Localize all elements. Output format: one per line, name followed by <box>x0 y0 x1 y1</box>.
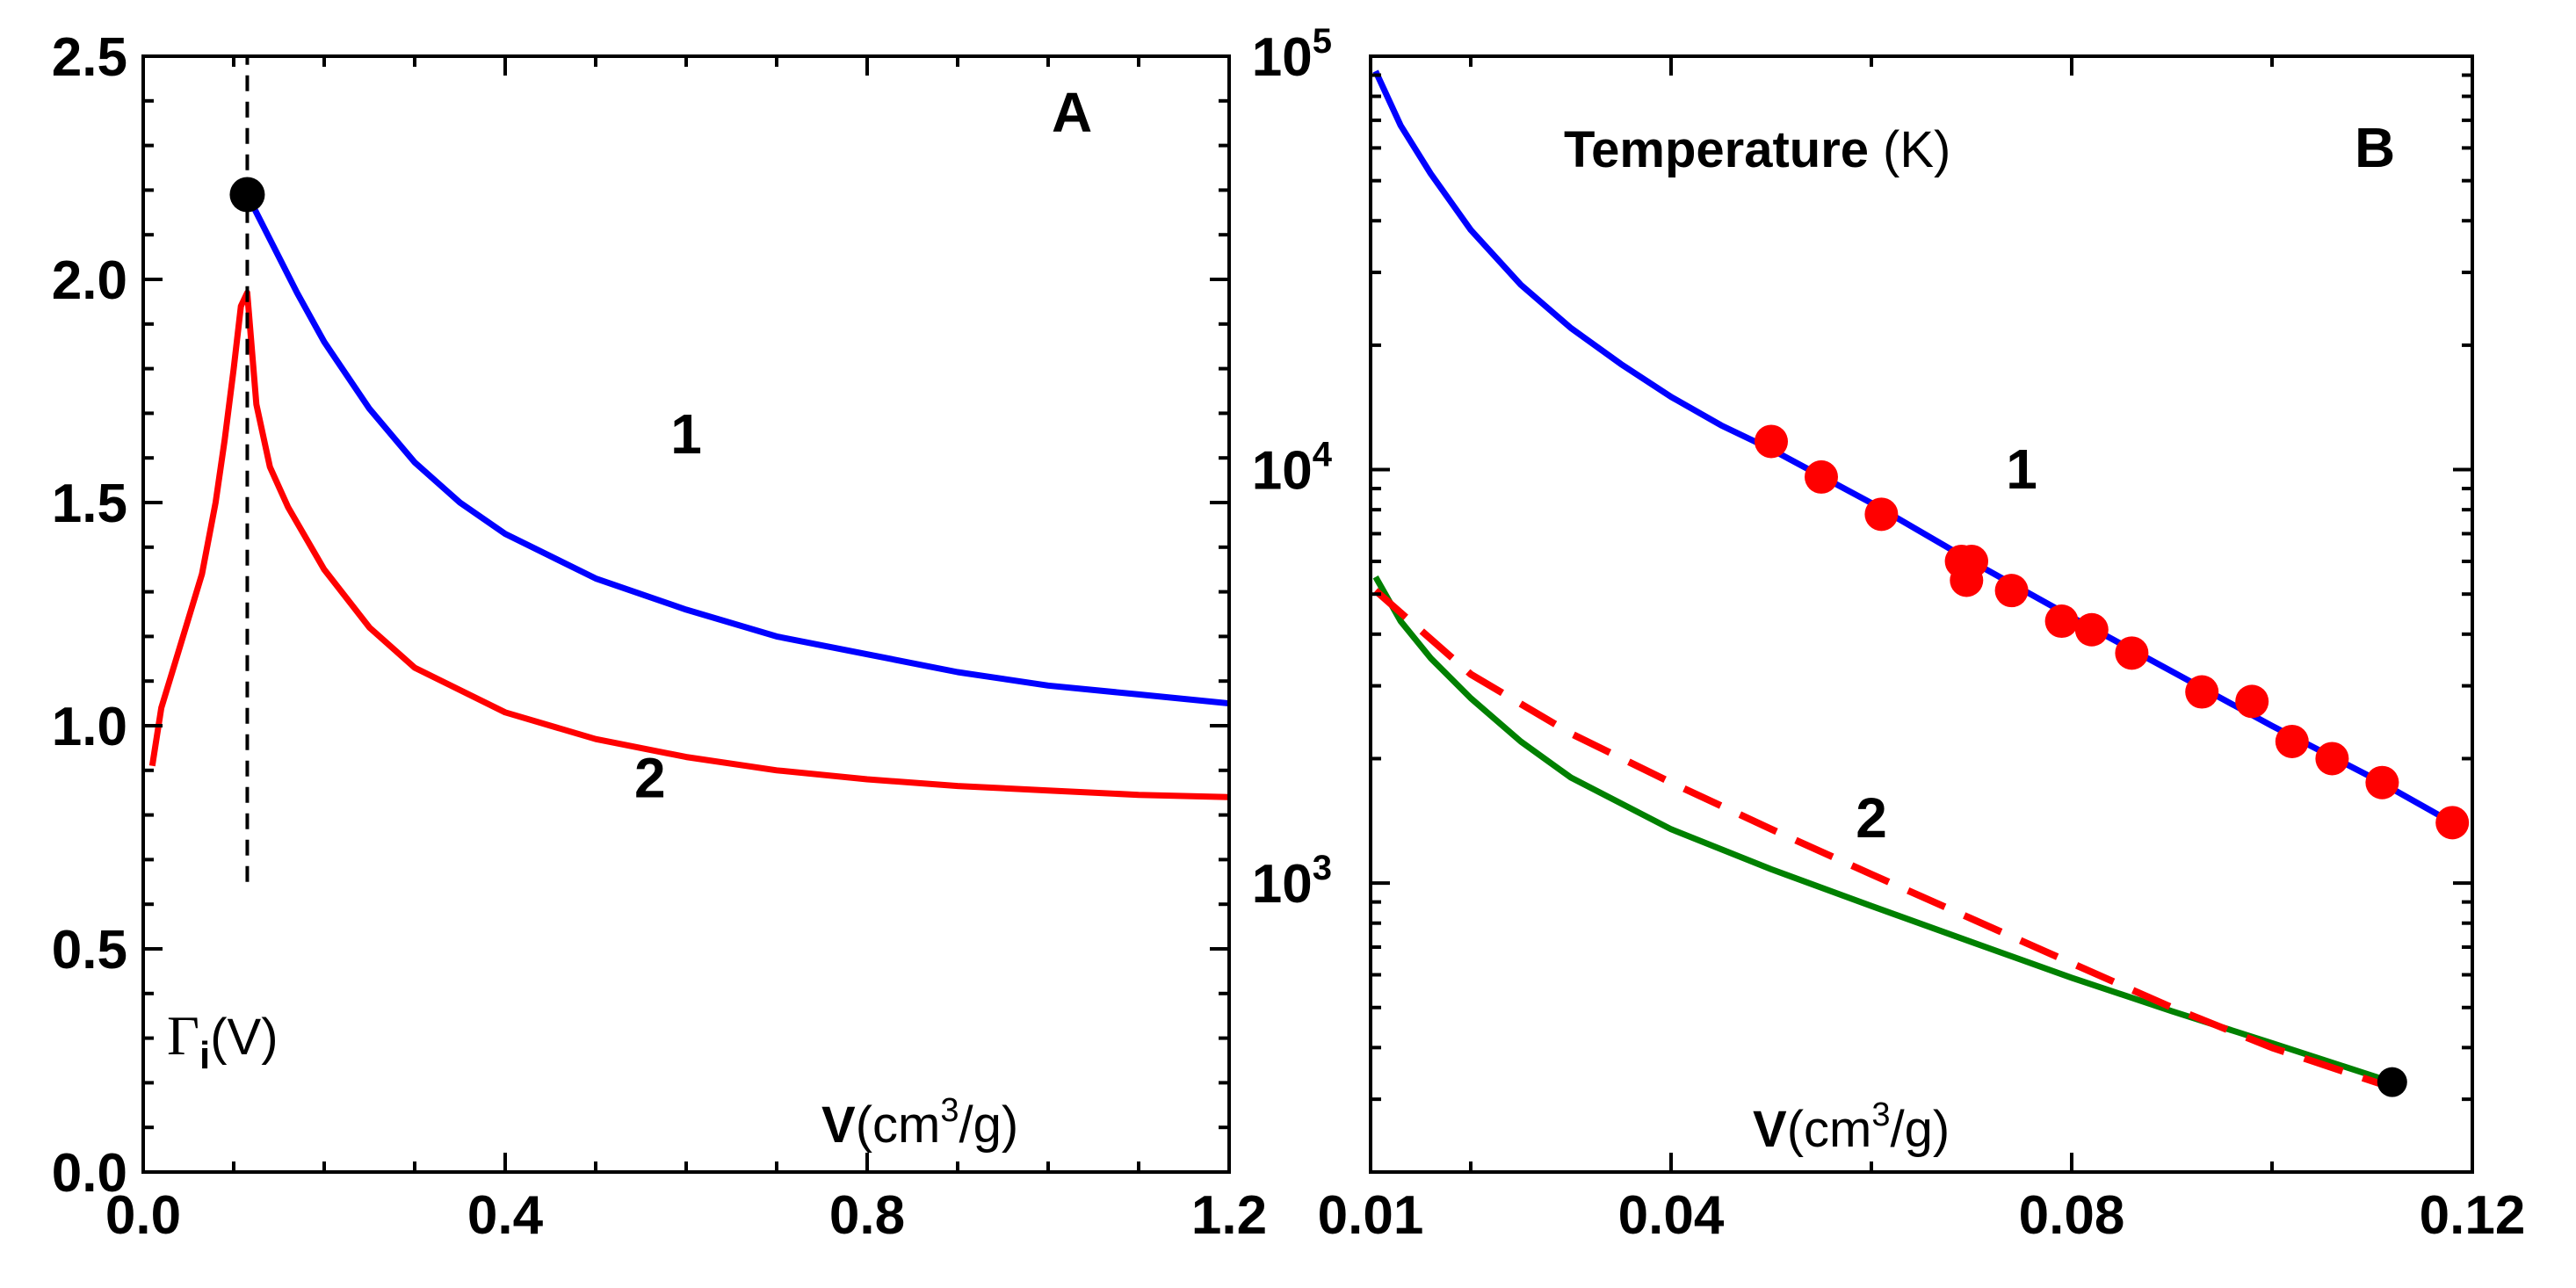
panel-b-scatter-point <box>1950 563 1984 597</box>
panel-b-y-tick-exponent: 3 <box>1313 849 1332 887</box>
panel-b-scatter-point <box>1864 497 1899 532</box>
panel-a-y-argument: (V) <box>210 1009 278 1066</box>
panel-b-series-1-line <box>1372 575 2393 1086</box>
panel-b-x-unit-prefix: (cm <box>1787 1101 1872 1158</box>
panel-a-x-tick-label: 0.0 <box>105 1185 181 1246</box>
panel-a-gridless-plot <box>148 56 1230 882</box>
panel-a-label: A <box>1052 81 1092 144</box>
panel-b-y-tick-label: 104 <box>1252 436 1333 502</box>
panel-b-x-tick-label: 0.01 <box>1318 1185 1424 1246</box>
panel-b-scatter-point <box>2115 636 2149 670</box>
panel-b-end-marker <box>2377 1067 2407 1097</box>
panel-b-y-tick-base: 10 <box>1252 441 1313 502</box>
panel-b-y-tick-label: 103 <box>1252 849 1332 915</box>
panel-b-x-axis-title: V(cm3/g) <box>1753 1096 1950 1158</box>
panel-a-x-unit-prefix: (cm <box>856 1096 941 1154</box>
panel-b-scatter-layer <box>1755 424 2470 840</box>
panel-a-x-tick-label: 1.2 <box>1191 1185 1267 1246</box>
panel-b-scatter-point <box>1755 424 1788 459</box>
panel-b-series-layer <box>1372 69 2454 1091</box>
panel-b-scatter-point <box>2435 806 2470 840</box>
panel-b-scatter-point <box>2044 604 2079 639</box>
panel-b-curve-label-2: 2 <box>1856 786 1887 850</box>
panel-a-x-unit-sup: 3 <box>940 1092 959 1129</box>
panel-a-y-axis-title: Γi(V) <box>167 1004 279 1077</box>
panel-a-x-axis-title: V(cm3/g) <box>821 1092 1018 1154</box>
panel-a-x-unit-suffix: /g) <box>959 1096 1018 1154</box>
panel-b-ticks <box>1369 54 2474 1174</box>
panel-a-series-1-line <box>244 192 1230 707</box>
panel-b-x-tick-label: 0.08 <box>2019 1185 2125 1246</box>
panel-a-curve-label-1: 1 <box>670 402 702 466</box>
panel-b-y-tick-label: 105 <box>1252 22 1332 88</box>
panel-b-scatter-point <box>2365 765 2399 800</box>
panel-a-y-tick-label: 2.0 <box>52 250 127 311</box>
panel-b-scatter-point <box>1994 574 2029 608</box>
panel-a-y-symbol: Γ <box>167 1004 199 1067</box>
panel-a-y-tick-label: 1.5 <box>52 474 127 534</box>
panel-a-tick-labels: 0.0 0.4 0.8 1.2 0.0 0.5 1.0 1.5 2.0 2.5 <box>52 27 1267 1246</box>
panel-b-scatter-point <box>2235 684 2269 719</box>
panel-b-frame <box>1369 54 2474 1174</box>
panel-b-y-tick-exponent: 4 <box>1313 436 1333 474</box>
panel-b-y-tick-base: 10 <box>1252 27 1313 88</box>
panel-b-scatter-point <box>2074 612 2109 647</box>
panel-b-x-tick-label: 0.12 <box>2420 1185 2526 1246</box>
panel-a-curve-label-2: 2 <box>634 746 666 809</box>
panel-b-series-2-line <box>1373 588 2394 1091</box>
panel-b-scatter-point <box>2275 724 2309 758</box>
panel-b-scatter-point <box>1805 459 1838 494</box>
panel-b-x-unit-suffix: /g) <box>1890 1101 1950 1158</box>
panel-a-series-layer <box>148 192 1230 800</box>
panel-a-y-subscript: i <box>199 1034 210 1077</box>
panel-a-y-tick-label: 0.5 <box>52 920 127 980</box>
panel-b-x-symbol: V <box>1753 1101 1787 1158</box>
panel-b-title-unit: (K) <box>1883 121 1950 178</box>
panel-a: 0.0 0.4 0.8 1.20.00.51.01.52.02.5 A 1 2 Γi(… <box>52 27 1267 1246</box>
panel-a-series-2-line <box>148 289 1230 800</box>
panel-b-label: B <box>2355 116 2395 179</box>
panel-a-peak-marker <box>229 177 265 213</box>
panel-a-y-tick-label: 2.5 <box>52 27 127 88</box>
panel-a-x-tick-label: 0.4 <box>467 1185 544 1246</box>
panel-b-y-tick-exponent: 5 <box>1313 22 1332 61</box>
panel-a-x-tick-label: 0.8 <box>829 1185 905 1246</box>
panel-a-x-symbol: V <box>821 1096 856 1154</box>
panel-b-scatter-point <box>2185 675 2219 709</box>
panel-a-ticks <box>141 54 1231 1174</box>
panel-a-y-tick-label: 1.0 <box>52 697 127 757</box>
panel-b-curve-label-1: 1 <box>2006 438 2037 501</box>
panel-b-scatter-point <box>2315 742 2349 776</box>
panel-a-frame <box>141 54 1231 1174</box>
panel-a-y-tick-label: 0.0 <box>52 1143 127 1204</box>
panel-b-title-text: Temperature <box>1564 121 1869 178</box>
panel-b-x-tick-label: 0.04 <box>1618 1185 1725 1246</box>
panel-b-x-unit-sup: 3 <box>1871 1096 1890 1133</box>
panel-b-y-tick-base: 10 <box>1252 854 1313 915</box>
panel-b-title: Temperature (K) <box>1564 121 1950 178</box>
